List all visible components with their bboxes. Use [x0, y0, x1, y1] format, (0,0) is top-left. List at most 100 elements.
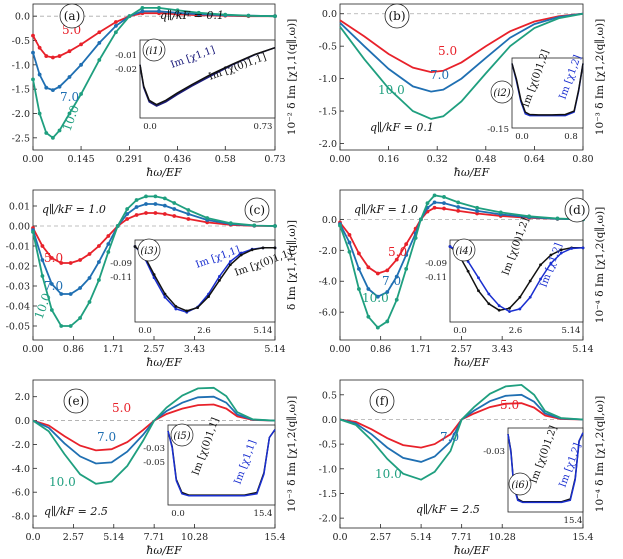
y-axis-label: 10⁻⁴ δ Im [χ1,2(q∥,ω)] — [594, 396, 606, 512]
y-tick-label: -2.0 — [319, 514, 337, 525]
panel-label: (f) — [375, 394, 389, 408]
x-tick-label: 5.14 — [264, 344, 285, 355]
inset-series-point — [549, 253, 553, 257]
inset-f: 15.4-0.03(i6)Im [χ(0)1,2]Im [χ1,2] — [483, 424, 584, 526]
x-tick-label: 0.0 — [332, 532, 347, 543]
series-point-10.0 — [228, 221, 233, 226]
x-tick-label: 0.86 — [63, 344, 84, 355]
series-point-10.0 — [44, 131, 49, 135]
y-tick-label: 0.0 — [322, 415, 337, 426]
x-tick-label: 0.00 — [329, 344, 350, 355]
panel-label-circle — [59, 3, 85, 29]
series-point-5.0 — [162, 212, 167, 216]
series-point-7.0 — [432, 200, 437, 205]
panel-d: 0.00 0.86 1.71 2.57 3.43 5.14 0.0 -2.0 -4.0 -6.0 ħ… — [319, 189, 606, 369]
y-tick-label: 0.01 — [9, 202, 30, 213]
y-tick-label: -1.0 — [319, 74, 337, 85]
series-point-10.0 — [338, 223, 342, 228]
x-tick-label: 0.00 — [22, 154, 43, 165]
panel-label-circle — [564, 197, 590, 223]
series-point-10.0 — [97, 58, 102, 62]
inset-series-point — [570, 247, 574, 250]
panel-label-circle — [244, 197, 270, 223]
series-point-5.0 — [375, 271, 380, 276]
series-point-7.0 — [456, 205, 461, 209]
series-point-7.0 — [68, 292, 73, 296]
series-label-5.0: 5.0 — [44, 251, 63, 265]
inset-series-point — [497, 304, 501, 308]
series-point-5.0 — [78, 258, 82, 262]
y-tick-label: -2.0 — [319, 139, 337, 150]
series-point-10.0 — [475, 205, 480, 210]
x-tick-label: 1.71 — [410, 344, 431, 355]
series-point-10.0 — [252, 223, 257, 228]
series-point-7.0 — [87, 276, 92, 280]
inset-series-line — [167, 429, 276, 497]
series-point-5.0 — [172, 214, 177, 218]
inset-x-tick-label: 0.73 — [254, 122, 273, 132]
x-tick-label: 0.64 — [524, 154, 545, 165]
inset-series-point — [174, 307, 178, 311]
series-point-7.0 — [366, 287, 371, 291]
series-point-7.0 — [134, 205, 139, 209]
series-label-10.0: 10.0 — [375, 467, 402, 481]
series-point-5.0 — [44, 54, 49, 58]
inset-series-point — [508, 306, 511, 310]
inset-y-tick-label: -0.03 — [143, 444, 165, 454]
series-point-7.0 — [59, 292, 64, 296]
y-tick-label: -0.01 — [6, 242, 30, 253]
x-tick-label: 1.71 — [103, 344, 124, 355]
inset-series-point — [239, 253, 243, 257]
series-point-10.0 — [97, 278, 101, 282]
series-line-7.0 — [339, 12, 584, 93]
inset-label-circle — [170, 423, 194, 447]
series-point-10.0 — [144, 194, 148, 199]
series-point-7.0 — [97, 260, 101, 264]
series-point-5.0 — [37, 45, 42, 50]
series-point-7.0 — [394, 274, 399, 279]
inset-series-point — [477, 289, 480, 293]
x-tick-label: 0.86 — [370, 344, 391, 355]
panel-label-circle — [369, 388, 395, 414]
y-tick-label: -4.0 — [12, 464, 30, 475]
inset-y-tick-label: -0.15 — [487, 125, 509, 135]
series-point-7.0 — [385, 290, 390, 294]
series-point-10.0 — [186, 208, 191, 212]
series-point-10.0 — [134, 198, 139, 202]
inset-label-circle — [490, 80, 514, 104]
series-label-7.0: 7.0 — [430, 68, 449, 82]
series-line-10.0 — [339, 12, 584, 120]
series-point-5.0 — [186, 217, 191, 221]
y-tick-label: -1.5 — [319, 489, 337, 500]
inset-label: (i4) — [455, 246, 472, 257]
series-point-10.0 — [49, 308, 54, 312]
series-point-7.0 — [79, 62, 83, 67]
inset-series-point — [448, 245, 452, 248]
x-tick-label: 5.14 — [103, 532, 124, 543]
y-tick-label: -0.04 — [6, 302, 30, 313]
panel-label-circle — [384, 3, 410, 29]
series-point-7.0 — [375, 294, 380, 299]
inset-x-tick-label: 0.0 — [143, 122, 157, 132]
series-point-10.0 — [68, 324, 73, 328]
series-point-7.0 — [347, 240, 352, 245]
panel-label: (d) — [568, 203, 585, 217]
series-point-7.0 — [144, 202, 148, 206]
panel-c: 0.00 0.86 1.71 2.57 3.43 5.14 0.01 0.00 -0.01 -0.… — [6, 189, 298, 369]
series-label-7.0: 7.0 — [44, 279, 63, 293]
inset-series-point — [466, 269, 470, 273]
series-point-5.0 — [153, 211, 158, 215]
x-tick-label: 15.4 — [264, 532, 285, 543]
series-point-10.0 — [125, 207, 130, 211]
inset-series-point — [174, 304, 178, 308]
series-point-10.0 — [31, 77, 35, 82]
inset-series-point — [477, 276, 480, 280]
series-point-10.0 — [527, 214, 532, 219]
series-point-7.0 — [50, 88, 55, 93]
panel-label: (a) — [64, 9, 81, 23]
x-tick-label: 2.57 — [63, 532, 84, 543]
inset-x-tick-label: 2.6 — [509, 326, 523, 336]
y-tick-label: -1.0 — [319, 464, 337, 475]
inset-label: (i2) — [493, 88, 510, 99]
inset-series-point — [518, 295, 522, 299]
